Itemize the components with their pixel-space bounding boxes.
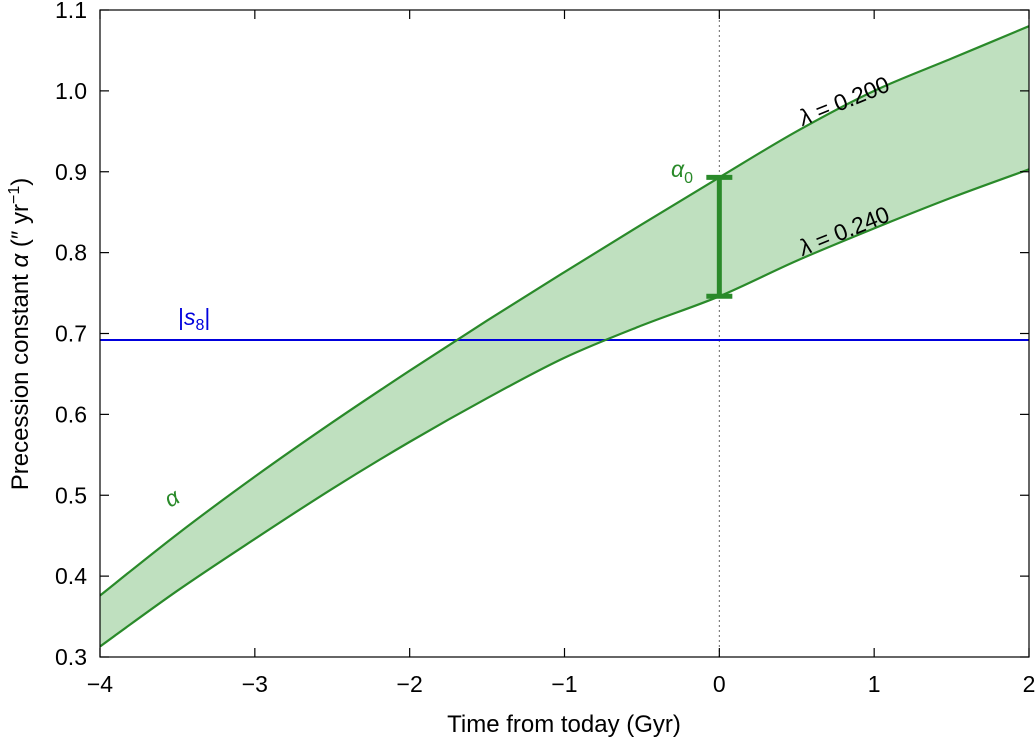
alpha-band-label: α [160, 483, 185, 513]
x-axis-label: Time from today (Gyr) [447, 711, 681, 738]
y-tick-label: 0.4 [55, 563, 87, 589]
y-tick-label: 1.0 [55, 78, 87, 104]
x-tick-label: 2 [1023, 671, 1035, 697]
alpha-band [100, 26, 1029, 647]
alpha-band-fill [100, 26, 1029, 647]
y-tick-label: 0.8 [55, 240, 87, 266]
x-tick-label: −2 [397, 671, 423, 697]
y-tick-label: 0.9 [55, 159, 87, 185]
reference-lines [100, 10, 1029, 657]
y-tick-label: 0.6 [55, 401, 87, 427]
alpha0-errorbar [706, 174, 733, 299]
y-tick-label: 0.5 [55, 482, 87, 508]
x-tick-label: −3 [242, 671, 268, 697]
x-tick-label: −4 [87, 671, 113, 697]
series-lines [100, 25, 1029, 648]
x-tick-label: 0 [713, 671, 726, 697]
s8-label: |s8| [178, 304, 210, 334]
y-tick-label: 0.3 [55, 644, 87, 670]
y-tick-label: 0.7 [55, 321, 87, 347]
y-tick-label: 1.1 [55, 0, 87, 23]
x-tick-label: 1 [868, 671, 881, 697]
axis-ticks: −4 −3 −2 −1 0 1 2 0.3 0.4 0.5 0.6 0.7 0.8 0.9 1.0 1.1 [55, 0, 1035, 697]
alpha0-label: α0 [671, 156, 693, 187]
y-axis-label: Precession constant α (″ yr−1) [6, 178, 34, 491]
series-line-lambda-0.200 [100, 25, 1029, 597]
x-tick-label: −1 [551, 671, 577, 697]
series-line-lambda-0.240 [100, 168, 1029, 648]
